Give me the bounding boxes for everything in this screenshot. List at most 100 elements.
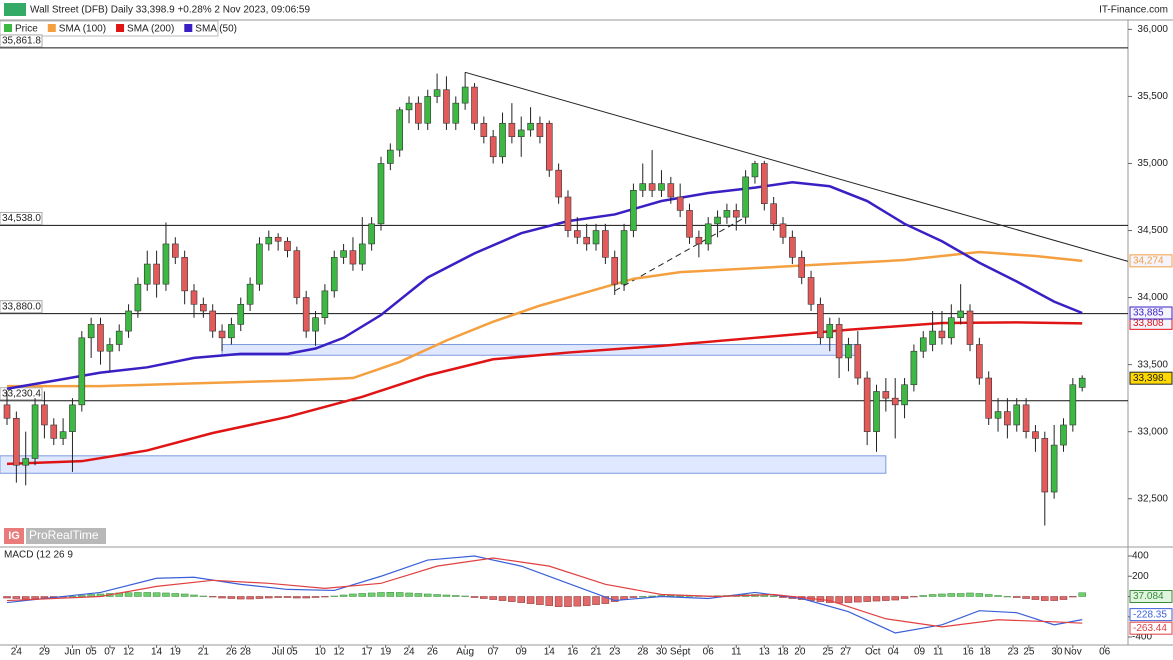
macd-histogram-bar (984, 594, 993, 597)
candle-body (396, 109, 403, 151)
x-tick-label: 16 (963, 647, 975, 658)
sma-value-label: 33,885 (1133, 308, 1164, 319)
macd-value-box (1129, 621, 1173, 635)
candle-body (882, 391, 890, 399)
macd-y-tick-label: -400 (1132, 632, 1152, 643)
candle-body (134, 283, 142, 312)
candle-body (751, 163, 759, 178)
macd-histogram-bar (311, 596, 320, 598)
candle-body (265, 236, 273, 245)
macd-histogram-bar (956, 593, 965, 597)
sma-value-label: 34,274 (1133, 255, 1164, 266)
demo-badge (4, 3, 26, 16)
candle-body (125, 310, 132, 332)
candle-body (499, 122, 506, 158)
candle-body (574, 230, 581, 238)
x-tick-label: 21 (590, 647, 602, 658)
sma-value-label-box (1129, 254, 1173, 268)
x-tick-label: 28 (240, 647, 252, 658)
candle-body (704, 223, 712, 245)
candle-body (387, 149, 394, 164)
macd-histogram-bar (208, 596, 217, 598)
candle-body (312, 317, 319, 332)
candle-body (3, 404, 11, 419)
candle-body (87, 324, 95, 339)
macd-histogram-bar (134, 592, 142, 597)
level-label: 35,861.8 (2, 36, 41, 47)
x-tick-label: 17 (361, 647, 373, 658)
macd-histogram-bar (994, 595, 1002, 597)
candle-body (256, 243, 263, 285)
support-zone (0, 455, 887, 474)
candle-body (545, 122, 553, 171)
x-tick-label: 19 (380, 647, 392, 658)
macd-histogram-bar (508, 596, 516, 602)
candle-body (602, 230, 609, 258)
x-tick-label: 12 (333, 647, 345, 658)
macd-histogram-bar (844, 596, 853, 603)
level-label: 33,880.0 (2, 301, 41, 312)
candle-body (527, 122, 534, 131)
x-tick-label: Sept (670, 647, 691, 658)
x-tick-label: 29 (39, 647, 51, 658)
last-price-label: 33,398. (1133, 373, 1166, 384)
candle-body (1032, 431, 1039, 439)
candle-body (835, 324, 843, 359)
candle-body (723, 210, 731, 218)
macd-histogram-bar (124, 592, 133, 597)
sma-line (6, 321, 1083, 466)
macd-histogram-bar (321, 596, 329, 598)
candle-body (228, 324, 235, 339)
candle-body (732, 210, 740, 218)
macd-histogram-bar (218, 596, 226, 599)
x-tick-label: Jul (272, 647, 285, 658)
level-label-box (0, 211, 43, 225)
macd-histogram-bar (358, 593, 367, 597)
candle-body (22, 458, 30, 466)
level-label-box (0, 34, 43, 48)
candle-body (966, 310, 974, 345)
candle-body (190, 290, 198, 305)
candle-body (536, 122, 544, 137)
macd-histogram-bar (31, 596, 39, 599)
macd-histogram-bar (171, 593, 180, 597)
x-tick-label: 10 (315, 647, 327, 658)
candle-body (789, 236, 796, 258)
sma-line (7, 250, 1083, 388)
y-tick-label: 35,500 (1137, 91, 1168, 102)
candle-body (1013, 404, 1021, 426)
x-tick-label: 11 (933, 647, 944, 658)
macd-histogram-bar (1041, 596, 1049, 601)
candle-body (1060, 424, 1067, 446)
macd-histogram-bar (526, 596, 535, 604)
macd-histogram-bar (395, 592, 404, 597)
candle-body (648, 183, 656, 191)
candle-body (377, 163, 385, 225)
candle-body (172, 243, 179, 258)
macd-histogram-bar (863, 596, 871, 602)
x-tick-label: 25 (1023, 647, 1035, 658)
y-tick-label: 34,000 (1137, 292, 1168, 303)
candle-body (115, 330, 123, 345)
macd-histogram-bar (87, 594, 95, 597)
candle-body (630, 190, 637, 231)
candle-body (957, 310, 964, 318)
x-tick-label: 30 (1051, 647, 1063, 658)
macd-title: MACD (12 26 9 (4, 550, 73, 561)
candle-body (452, 102, 460, 124)
macd-histogram-bar (236, 596, 245, 600)
x-tick-label: 20 (794, 647, 806, 658)
candle-body (686, 210, 693, 238)
macd-histogram-bar (1050, 596, 1058, 601)
candle-body (480, 122, 488, 137)
macd-histogram-bar (947, 593, 956, 597)
macd-histogram-bar (199, 595, 208, 597)
candle-body (284, 240, 291, 251)
candle-body (761, 163, 768, 205)
macd-histogram-bar (452, 595, 460, 597)
candle-body (1069, 384, 1077, 426)
candle-body (415, 102, 422, 124)
candle-body (742, 176, 749, 218)
candle-body (246, 283, 254, 305)
candle-body (1022, 404, 1030, 432)
